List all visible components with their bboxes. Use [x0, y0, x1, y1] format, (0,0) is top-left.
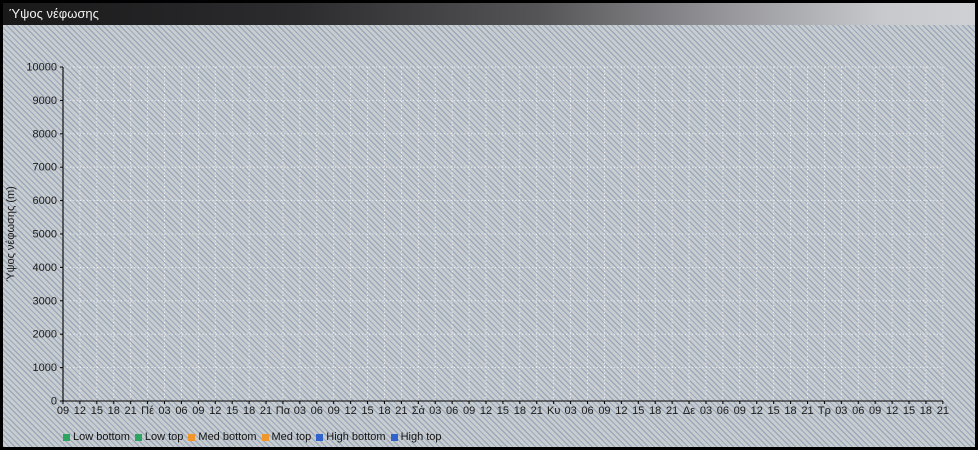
svg-text:03: 03	[429, 405, 441, 417]
svg-text:12: 12	[345, 405, 357, 417]
svg-text:09: 09	[463, 405, 475, 417]
svg-text:03: 03	[158, 405, 170, 417]
svg-text:06: 06	[311, 405, 323, 417]
svg-text:4000: 4000	[33, 262, 57, 274]
svg-text:06: 06	[175, 405, 187, 417]
svg-text:09: 09	[57, 405, 69, 417]
svg-text:06: 06	[581, 405, 593, 417]
svg-text:06: 06	[717, 405, 729, 417]
svg-text:09: 09	[598, 405, 610, 417]
svg-text:12: 12	[886, 405, 898, 417]
svg-text:09: 09	[192, 405, 204, 417]
svg-text:09: 09	[869, 405, 881, 417]
svg-text:03: 03	[700, 405, 712, 417]
svg-text:21: 21	[395, 405, 407, 417]
svg-text:12: 12	[751, 405, 763, 417]
svg-text:21: 21	[531, 405, 543, 417]
svg-text:Πέ: Πέ	[141, 405, 154, 417]
svg-text:2000: 2000	[33, 329, 57, 341]
svg-text:18: 18	[243, 405, 255, 417]
svg-text:15: 15	[91, 405, 103, 417]
svg-text:21: 21	[801, 405, 813, 417]
svg-text:09: 09	[328, 405, 340, 417]
svg-text:18: 18	[649, 405, 661, 417]
svg-text:18: 18	[108, 405, 120, 417]
svg-text:15: 15	[226, 405, 238, 417]
svg-text:Δε: Δε	[683, 405, 695, 417]
svg-text:21: 21	[937, 405, 949, 417]
svg-text:12: 12	[209, 405, 221, 417]
svg-text:15: 15	[361, 405, 373, 417]
svg-text:5000: 5000	[33, 229, 57, 241]
svg-text:Κυ: Κυ	[547, 405, 560, 417]
svg-text:15: 15	[768, 405, 780, 417]
svg-text:Τρ: Τρ	[818, 405, 831, 417]
svg-text:10000: 10000	[26, 62, 57, 74]
svg-text:12: 12	[480, 405, 492, 417]
svg-text:Ύψος νέφωσης (m): Ύψος νέφωσης (m)	[5, 186, 17, 282]
svg-text:12: 12	[615, 405, 627, 417]
svg-text:03: 03	[294, 405, 306, 417]
svg-text:18: 18	[784, 405, 796, 417]
svg-text:03: 03	[564, 405, 576, 417]
svg-text:15: 15	[497, 405, 509, 417]
svg-text:21: 21	[260, 405, 272, 417]
svg-text:12: 12	[74, 405, 86, 417]
svg-text:Σά: Σά	[412, 405, 426, 417]
svg-text:06: 06	[446, 405, 458, 417]
svg-text:18: 18	[920, 405, 932, 417]
svg-text:18: 18	[378, 405, 390, 417]
svg-text:03: 03	[835, 405, 847, 417]
svg-text:21: 21	[666, 405, 678, 417]
svg-text:8000: 8000	[33, 128, 57, 140]
svg-text:15: 15	[632, 405, 644, 417]
svg-text:Πα: Πα	[276, 405, 291, 417]
svg-text:18: 18	[514, 405, 526, 417]
svg-text:9000: 9000	[33, 95, 57, 107]
svg-text:09: 09	[734, 405, 746, 417]
svg-text:1000: 1000	[33, 362, 57, 374]
svg-text:6000: 6000	[33, 195, 57, 207]
svg-text:06: 06	[852, 405, 864, 417]
svg-text:7000: 7000	[33, 162, 57, 174]
svg-text:3000: 3000	[33, 295, 57, 307]
svg-text:21: 21	[125, 405, 137, 417]
svg-text:15: 15	[903, 405, 915, 417]
